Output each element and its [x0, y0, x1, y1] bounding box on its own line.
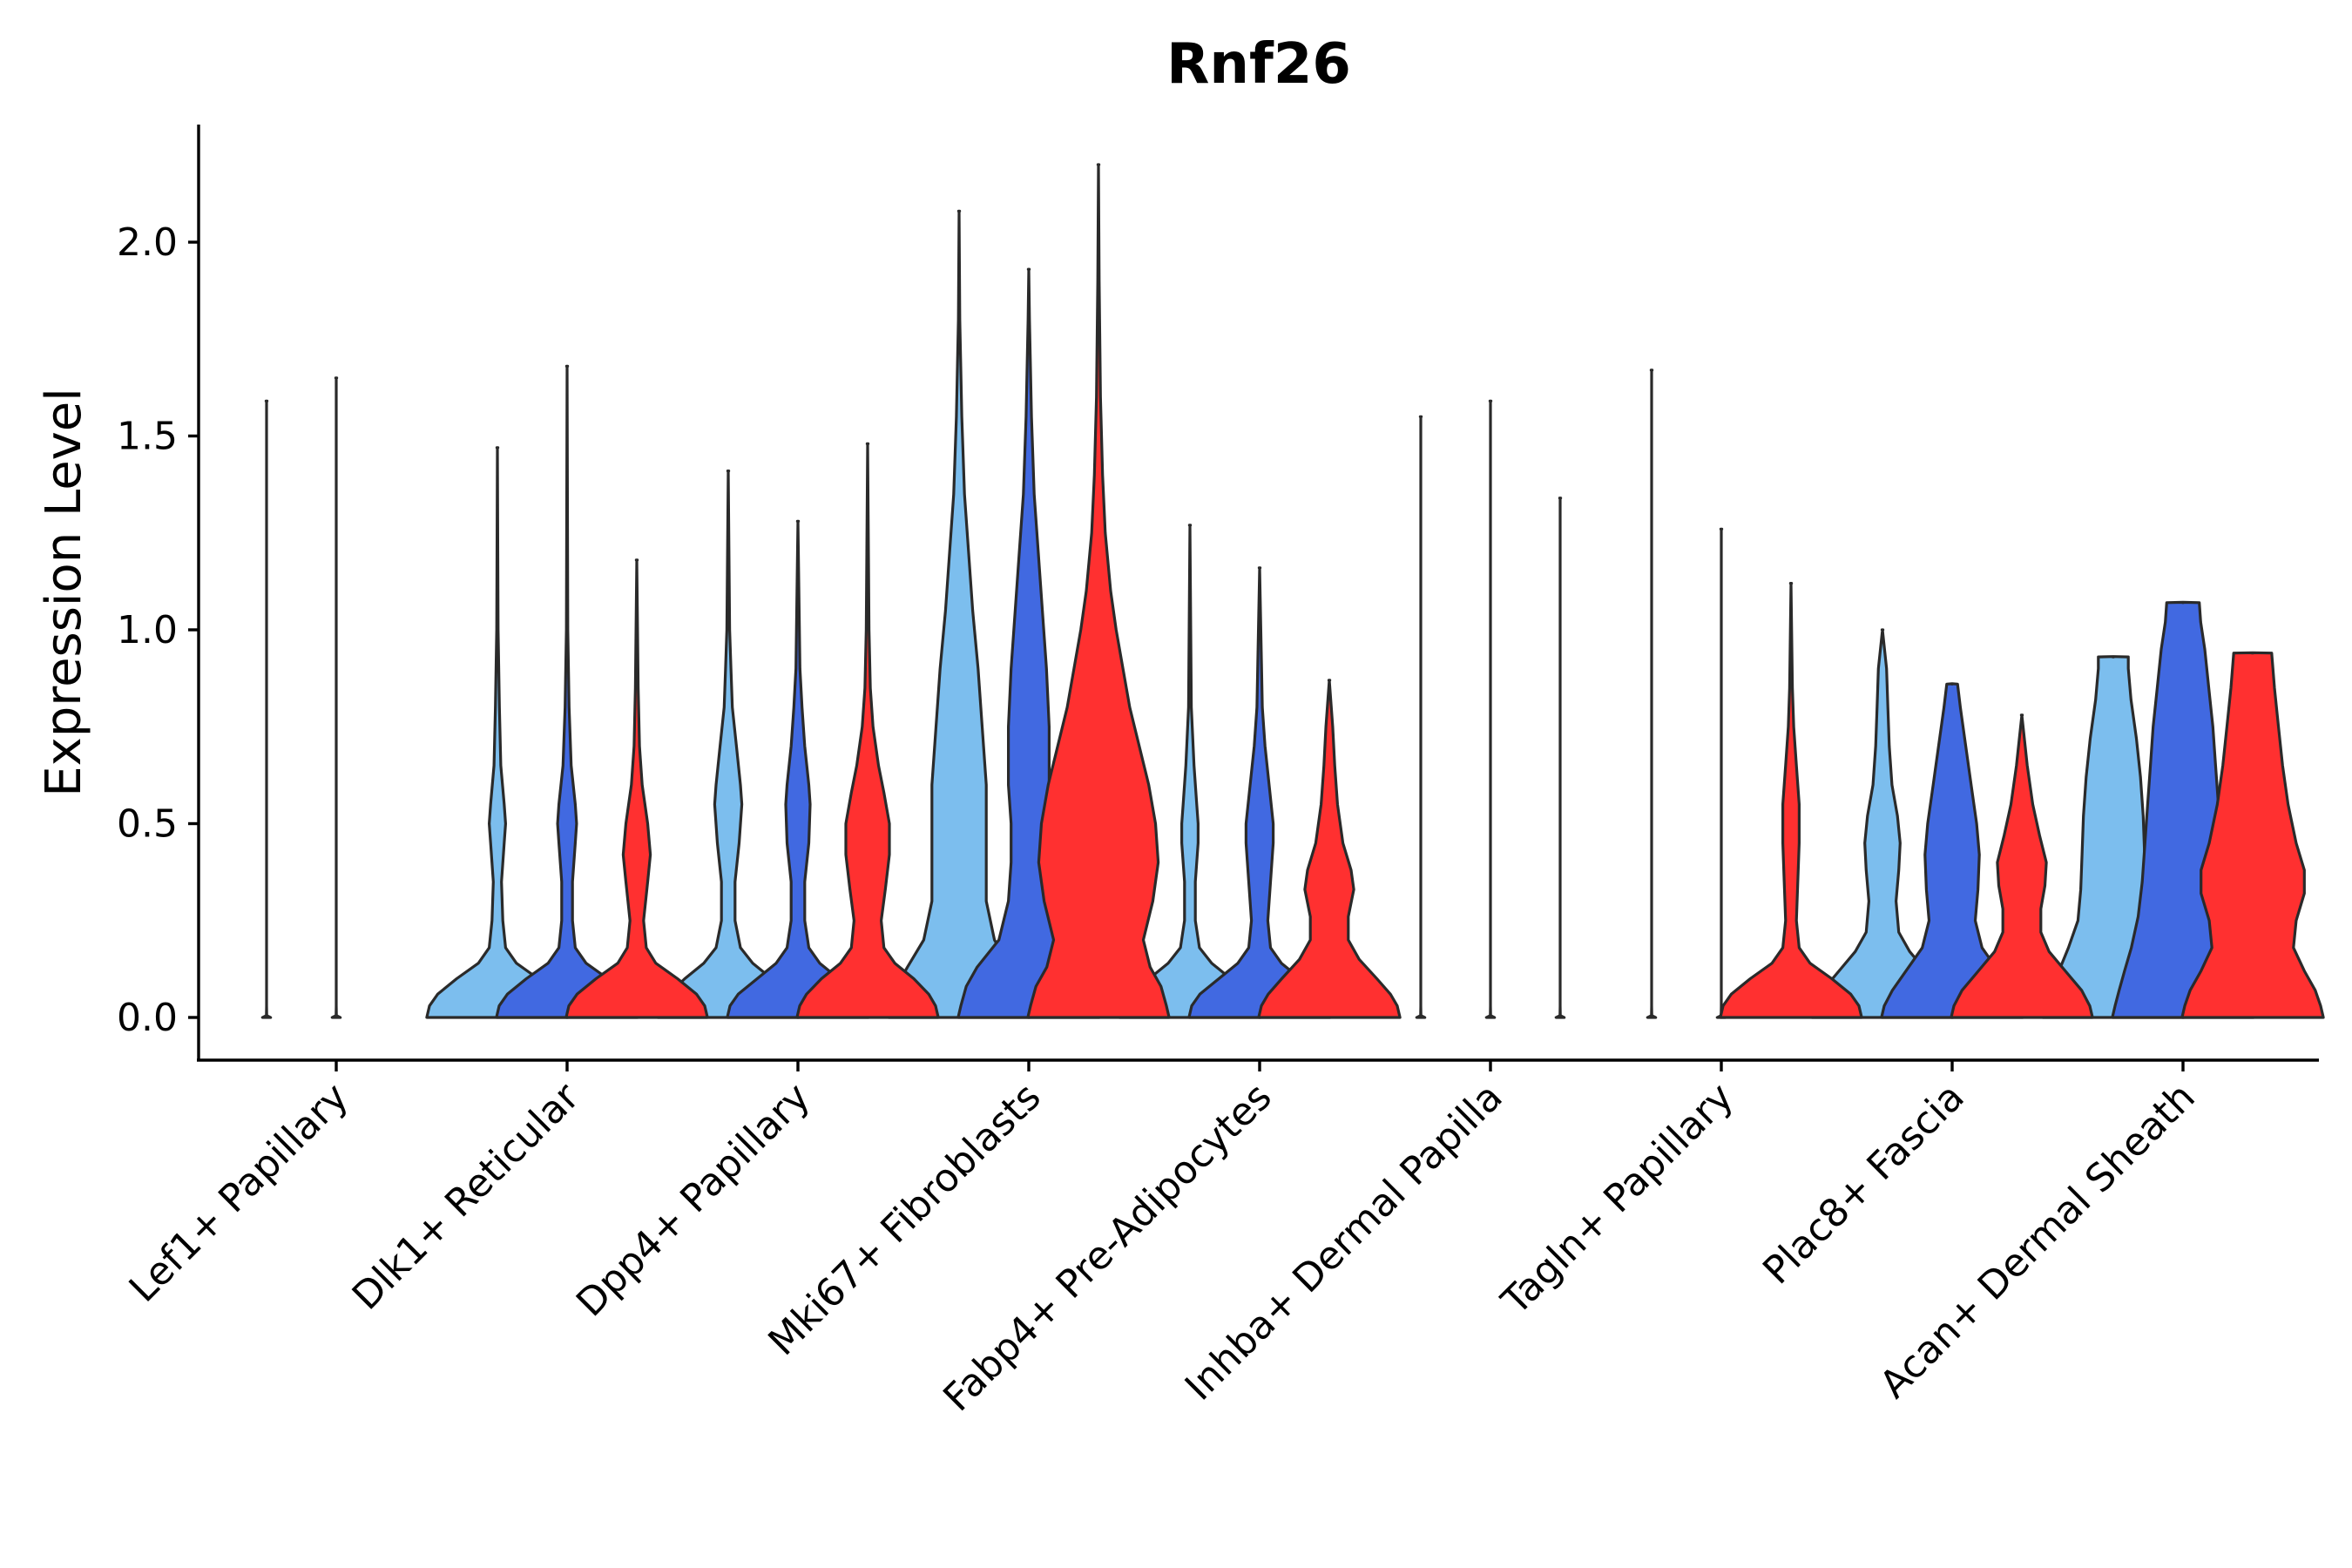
x-tick-label: Tagln+ Papillary: [1493, 1075, 1742, 1324]
violin-group3-2: [795, 442, 940, 1019]
violins-layer: [260, 163, 2325, 1019]
violin-group3-7: [1950, 713, 2094, 1019]
y-tick-label: 0.5: [117, 802, 178, 847]
violin-group2-1: [495, 364, 639, 1019]
x-tick-label: Plac8+ Fascia: [1754, 1075, 1973, 1294]
violin-group3-4: [1257, 679, 1402, 1019]
y-tick-label: 1.0: [117, 608, 178, 652]
violin-group3-5: [1554, 497, 1566, 1019]
violin-group1-0: [260, 399, 273, 1019]
violin-group1-2: [656, 470, 801, 1019]
violin-group3-3: [1026, 163, 1171, 1019]
x-tick-label: Dlk1+ Reticular: [344, 1074, 589, 1319]
violin-group1-5: [1415, 415, 1427, 1019]
violin-group1-4: [1118, 524, 1262, 1019]
axes-layer: [197, 125, 2319, 1062]
y-tick-label: 0.0: [117, 996, 178, 1040]
y-ticks-layer: 0.0 0.5 1.0 1.5 2.0: [117, 220, 199, 1040]
violin-group1-3: [887, 209, 1031, 1019]
chart-title: Rnf26: [1166, 32, 1351, 97]
violin-group1-1: [425, 446, 570, 1019]
y-tick-label: 1.5: [117, 415, 178, 459]
violin-group3-6: [1719, 582, 1863, 1019]
violin-group1-6: [1646, 368, 1658, 1019]
violin-group2-6: [1715, 527, 1727, 1019]
violin-group1-7: [1810, 628, 1955, 1019]
violin-group2-4: [1187, 566, 1332, 1019]
violin-group2-5: [1484, 399, 1497, 1019]
violin-group2-0: [330, 376, 342, 1019]
x-tick-label: Lef1+ Papillary: [121, 1075, 357, 1311]
violin-group2-7: [1880, 682, 2024, 1019]
violin-group2-2: [726, 519, 870, 1019]
y-tick-label: 2.0: [117, 220, 178, 265]
violin-group3-1: [564, 558, 709, 1019]
y-axis-title: Expression Level: [36, 388, 92, 797]
violin-group3-8: [2180, 651, 2325, 1019]
x-tick-label: Dpp4+ Papillary: [568, 1075, 819, 1326]
